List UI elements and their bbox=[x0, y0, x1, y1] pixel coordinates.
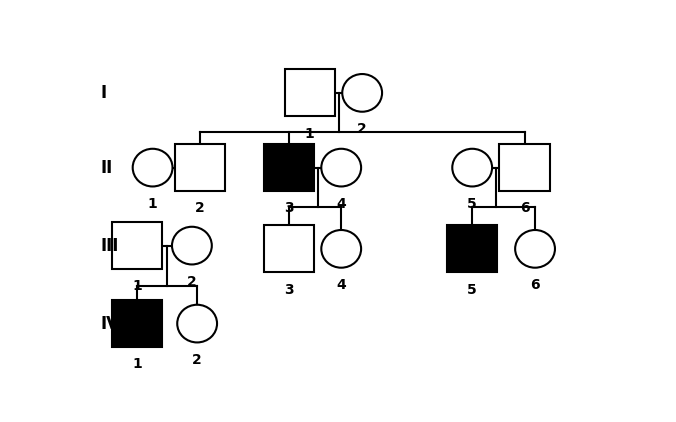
Text: 6: 6 bbox=[530, 278, 540, 292]
Text: IV: IV bbox=[100, 314, 119, 333]
Text: 2: 2 bbox=[358, 122, 367, 136]
Text: 3: 3 bbox=[284, 283, 293, 297]
Ellipse shape bbox=[342, 74, 382, 112]
Text: 5: 5 bbox=[467, 197, 477, 211]
Text: 4: 4 bbox=[337, 197, 346, 211]
Text: 2: 2 bbox=[195, 201, 205, 215]
Text: 6: 6 bbox=[520, 201, 529, 215]
Text: 1: 1 bbox=[132, 279, 142, 293]
Ellipse shape bbox=[321, 230, 361, 268]
Text: 4: 4 bbox=[337, 278, 346, 292]
Ellipse shape bbox=[177, 305, 217, 342]
Text: I: I bbox=[100, 84, 106, 102]
Text: 1: 1 bbox=[132, 357, 142, 371]
Bar bbox=[264, 225, 314, 272]
Bar bbox=[264, 144, 314, 191]
Text: 5: 5 bbox=[467, 283, 477, 297]
Ellipse shape bbox=[515, 230, 555, 268]
Text: II: II bbox=[100, 159, 112, 177]
Text: 3: 3 bbox=[284, 201, 293, 215]
Text: 1: 1 bbox=[148, 197, 158, 211]
Ellipse shape bbox=[132, 149, 172, 187]
Text: 2: 2 bbox=[187, 275, 197, 289]
Ellipse shape bbox=[321, 149, 361, 187]
Ellipse shape bbox=[172, 227, 212, 265]
Bar bbox=[112, 222, 162, 269]
Text: 2: 2 bbox=[192, 353, 202, 367]
Text: III: III bbox=[100, 237, 118, 254]
Ellipse shape bbox=[452, 149, 492, 187]
Bar bbox=[447, 225, 498, 272]
Bar bbox=[112, 300, 162, 347]
Bar bbox=[500, 144, 550, 191]
Bar bbox=[174, 144, 225, 191]
Bar bbox=[285, 70, 335, 116]
Text: 1: 1 bbox=[305, 127, 314, 141]
